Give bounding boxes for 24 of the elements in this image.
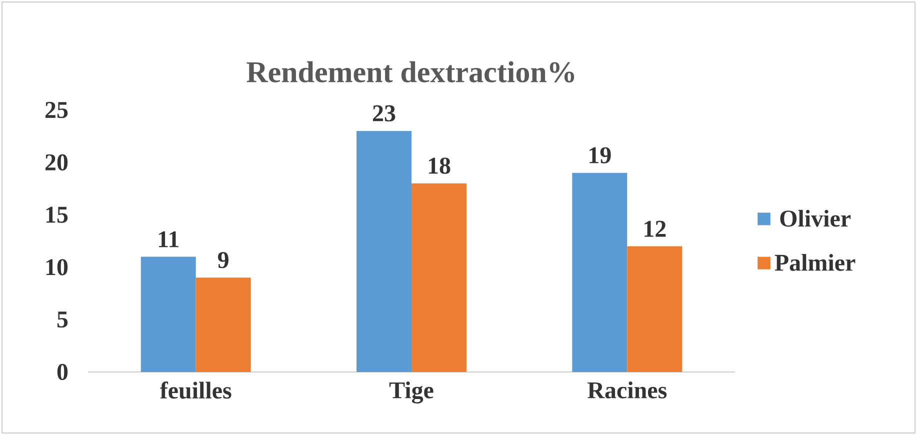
bar	[196, 278, 251, 372]
y-tick-label: 0	[57, 364, 68, 380]
data-label: 11	[158, 231, 178, 248]
bar	[627, 246, 682, 372]
bar	[572, 172, 628, 372]
y-tick-label: 15	[46, 206, 68, 223]
x-tick-label: Tige	[389, 382, 434, 404]
data-label: 18	[428, 158, 450, 174]
x-tick-label: Racines	[588, 382, 667, 398]
bar	[412, 183, 467, 372]
bar	[140, 256, 196, 372]
y-tick-label: 20	[45, 154, 68, 170]
bar	[356, 130, 412, 372]
data-label: 9	[218, 252, 228, 268]
y-tick-label: 25	[45, 102, 68, 118]
data-label: 19	[590, 147, 611, 164]
y-tick-label: 10	[46, 259, 68, 276]
x-tick-label: feuilles	[160, 382, 232, 399]
legend-label: Palmier	[774, 254, 856, 271]
chart-title: Rendement dextraction%	[246, 61, 574, 82]
legend-label: Olivier	[780, 210, 851, 227]
y-tick-label: 5	[57, 312, 68, 328]
data-label: 12	[644, 220, 666, 237]
data-label: 23	[373, 105, 396, 122]
